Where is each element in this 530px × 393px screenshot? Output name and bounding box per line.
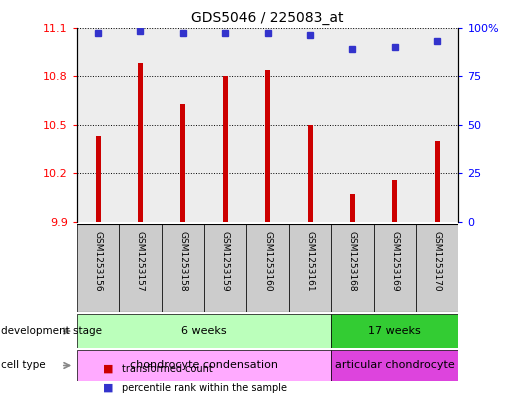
Text: 17 weeks: 17 weeks bbox=[368, 326, 421, 336]
Bar bbox=[95, 136, 101, 222]
Bar bbox=[331, 350, 458, 381]
Bar bbox=[350, 195, 355, 222]
Text: 6 weeks: 6 weeks bbox=[181, 326, 227, 336]
Text: GSM1253170: GSM1253170 bbox=[433, 231, 441, 292]
Text: GSM1253161: GSM1253161 bbox=[306, 231, 314, 292]
Bar bbox=[265, 70, 270, 222]
Bar bbox=[392, 180, 398, 222]
Bar bbox=[204, 28, 246, 222]
Bar bbox=[119, 28, 162, 222]
Bar bbox=[162, 28, 204, 222]
Text: articular chondrocyte: articular chondrocyte bbox=[335, 360, 455, 371]
Bar bbox=[289, 28, 331, 222]
Bar bbox=[246, 28, 289, 222]
Bar bbox=[289, 224, 331, 312]
Bar bbox=[204, 224, 246, 312]
Title: GDS5046 / 225083_at: GDS5046 / 225083_at bbox=[191, 11, 344, 25]
Text: cell type: cell type bbox=[1, 360, 46, 371]
Bar bbox=[119, 224, 162, 312]
Bar bbox=[162, 224, 204, 312]
Bar bbox=[246, 224, 289, 312]
Bar bbox=[374, 28, 416, 222]
Bar bbox=[331, 314, 458, 348]
Text: GSM1253159: GSM1253159 bbox=[221, 231, 229, 292]
Bar bbox=[77, 350, 331, 381]
Text: transformed count: transformed count bbox=[122, 364, 213, 374]
Bar bbox=[77, 314, 331, 348]
Text: GSM1253157: GSM1253157 bbox=[136, 231, 145, 292]
Text: GSM1253168: GSM1253168 bbox=[348, 231, 357, 292]
Text: GSM1253156: GSM1253156 bbox=[94, 231, 102, 292]
Text: percentile rank within the sample: percentile rank within the sample bbox=[122, 383, 287, 393]
Bar bbox=[77, 28, 119, 222]
Text: ■: ■ bbox=[103, 364, 114, 374]
Text: GSM1253158: GSM1253158 bbox=[179, 231, 187, 292]
Text: GSM1253160: GSM1253160 bbox=[263, 231, 272, 292]
Bar bbox=[77, 224, 119, 312]
Bar bbox=[331, 224, 374, 312]
Bar bbox=[307, 125, 313, 222]
Text: ■: ■ bbox=[103, 383, 114, 393]
Bar bbox=[331, 28, 374, 222]
Bar bbox=[138, 63, 143, 222]
Bar bbox=[374, 224, 416, 312]
Bar bbox=[416, 28, 458, 222]
Bar bbox=[223, 76, 228, 222]
Text: GSM1253169: GSM1253169 bbox=[391, 231, 399, 292]
Bar bbox=[180, 104, 186, 222]
Text: chondrocyte condensation: chondrocyte condensation bbox=[130, 360, 278, 371]
Bar bbox=[416, 224, 458, 312]
Text: development stage: development stage bbox=[1, 326, 102, 336]
Bar bbox=[435, 141, 440, 222]
